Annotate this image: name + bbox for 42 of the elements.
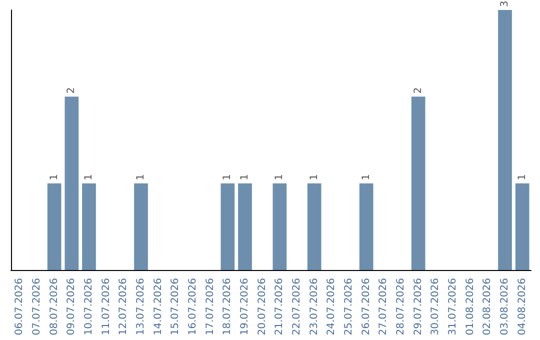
x-tick-label: 14.07.2026 — [152, 278, 164, 336]
data-label: 2 — [66, 87, 78, 94]
data-label: 2 — [412, 87, 424, 94]
x-tick-label: 02.08.2026 — [482, 278, 494, 336]
x-tick-label: 11.07.2026 — [100, 278, 112, 336]
x-tick-label: 22.07.2026 — [292, 278, 302, 336]
x-tick-label: 20.07.2026 — [256, 278, 268, 336]
x-tick-label: 15.07.2026 — [170, 278, 182, 336]
x-tick-label: 08.07.2026 — [48, 278, 60, 336]
x-tick-label: 23.07.2026 — [308, 278, 320, 336]
x-tick-label: 28.07.2026 — [396, 278, 406, 336]
x-tick-label: 12.07.2026 — [118, 278, 130, 336]
x-tick-label: 31.07.2026 — [448, 278, 458, 336]
x-tick-label: 01.08.2026 — [464, 278, 476, 336]
x-tick-label: 24.07.2026 — [326, 278, 338, 336]
x-tick-label: 29.07.2026 — [412, 278, 424, 336]
x-tick-label: 19.07.2026 — [240, 278, 250, 336]
x-tick-label: 07.07.2026 — [32, 278, 42, 336]
x-tick-label: 17.07.2026 — [204, 278, 216, 336]
data-label: 1 — [48, 174, 60, 180]
x-tick-label: 18.07.2026 — [222, 278, 234, 336]
data-label: 3 — [500, 0, 510, 7]
x-tick-label: 03.08.2026 — [500, 278, 510, 336]
x-tick-label: 27.07.2026 — [378, 278, 390, 336]
x-tick-label: 26.07.2026 — [360, 278, 372, 336]
x-tick-label: 25.07.2026 — [344, 278, 354, 336]
x-tick-label: 21.07.2026 — [274, 278, 286, 336]
data-label: 1 — [308, 174, 320, 180]
data-label: 1 — [240, 174, 250, 180]
data-label: 1 — [516, 174, 528, 180]
x-tick-label: 16.07.2026 — [188, 278, 198, 336]
data-label: 1 — [136, 174, 146, 180]
x-tick-label: 06.07.2026 — [14, 278, 26, 336]
x-tick-label: 13.07.2026 — [136, 278, 146, 336]
x-tick-label: 09.07.2026 — [66, 278, 78, 336]
data-label: 1 — [360, 174, 372, 180]
x-tick-label: 04.08.2026 — [516, 278, 528, 336]
data-label: 1 — [274, 174, 286, 180]
x-tick-label: 10.07.2026 — [84, 278, 94, 336]
x-tick-label: 30.07.2026 — [430, 278, 442, 336]
data-label: 1 — [222, 174, 234, 180]
data-label: 1 — [84, 174, 94, 180]
